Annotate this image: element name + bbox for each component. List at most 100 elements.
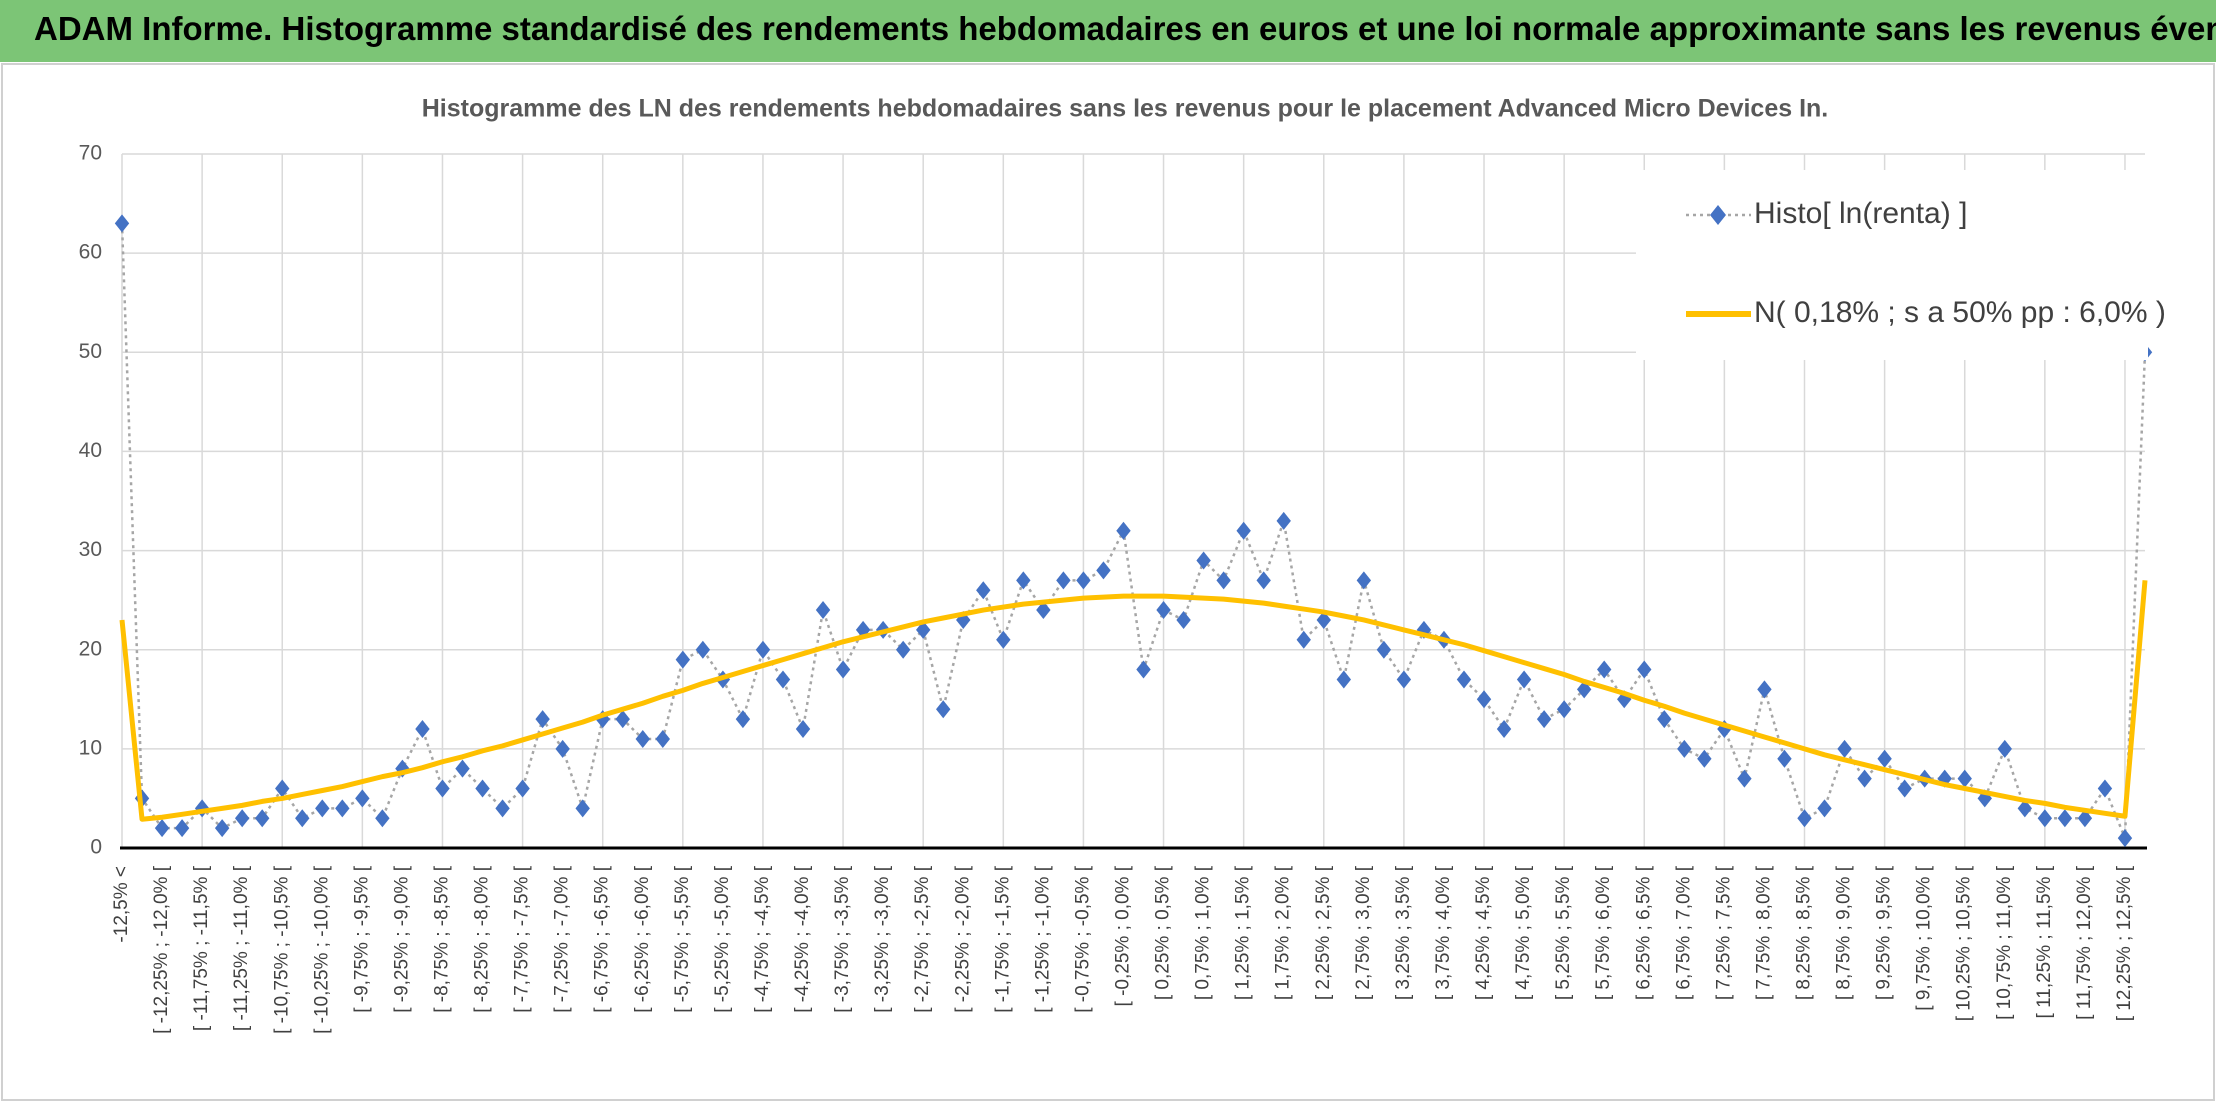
- x-tick-label: [ -8,25% ; -8,0% [: [472, 865, 493, 1013]
- data-point: [1116, 521, 1131, 540]
- chart: Histogramme des LN des rendements hebdom…: [1, 63, 2215, 1101]
- data-point: [2117, 829, 2133, 848]
- x-tick-label: [ 8,25% ; 8,5% [: [1794, 865, 1815, 1000]
- x-tick-label: [ 1,75% ; 2,0% [: [1273, 865, 1294, 1000]
- legend-label: Histo[ ln(renta) ]: [1754, 197, 1967, 230]
- data-point: [295, 809, 310, 828]
- data-point: [255, 809, 270, 828]
- x-tick-label: [ -0,75% ; -0,5% [: [1072, 865, 1093, 1013]
- data-point: [695, 640, 711, 659]
- series-line: [119, 580, 2148, 822]
- legend-label: N( 0,18% ; s a 50% pp : 6,0% ): [1754, 296, 2166, 329]
- y-tick-label: 50: [79, 340, 102, 363]
- x-tick-label: [ 6,75% ; 7,0% [: [1673, 865, 1694, 1000]
- data-point: [1997, 739, 2012, 758]
- x-tick-label: [ -12,25% ; -12,0% [: [151, 865, 172, 1034]
- legend-box: [1636, 170, 2148, 360]
- data-point: [735, 710, 751, 729]
- data-point: [675, 650, 691, 669]
- data-point: [1216, 571, 1231, 590]
- data-point: [615, 710, 630, 729]
- data-point: [1957, 769, 1972, 788]
- x-tick-label: [ 0,75% ; 1,0% [: [1193, 865, 1214, 1000]
- chart-title: Histogramme des LN des rendements hebdom…: [422, 95, 1829, 123]
- data-point: [1797, 809, 1812, 828]
- data-point: [755, 640, 771, 659]
- data-point: [415, 720, 430, 739]
- x-tick-label: [ 2,25% ; 2,5% [: [1313, 865, 1334, 1000]
- data-point: [655, 729, 671, 748]
- x-tick-label: [ -11,75% ; -11,5% [: [191, 865, 212, 1031]
- data-point: [1336, 670, 1352, 689]
- data-point: [1256, 571, 1271, 590]
- data-point: [775, 670, 791, 689]
- x-tick-label: [ -7,25% ; -7,0% [: [552, 865, 573, 1013]
- x-tick-label: [ 5,75% ; 6,0% [: [1593, 865, 1614, 1000]
- data-point: [1276, 511, 1291, 530]
- x-tick-label: [ -1,25% ; -1,0% [: [1032, 865, 1053, 1013]
- x-tick-label: [ 5,25% ; 5,5% [: [1553, 865, 1574, 1000]
- x-tick-label: [ -11,25% ; -11,0% [: [231, 865, 252, 1031]
- x-tick-label: [ 9,75% ; 10,0% [: [1914, 865, 1935, 1010]
- data-point: [635, 729, 650, 748]
- x-tick-label: [ 11,25% ; 11,5% [: [2034, 865, 2055, 1018]
- data-point: [355, 789, 370, 808]
- y-tick-label: 20: [79, 637, 102, 660]
- data-point: [174, 819, 190, 838]
- data-point: [1737, 769, 1752, 788]
- x-tick-label: [ -9,75% ; -9,5% [: [351, 865, 372, 1013]
- data-point: [815, 601, 831, 620]
- data-point: [936, 700, 951, 719]
- data-point: [795, 720, 811, 739]
- x-tick-label: -12,5% <: [111, 866, 132, 943]
- data-point: [1016, 571, 1031, 590]
- data-point: [996, 630, 1011, 649]
- data-point: [1837, 739, 1852, 758]
- data-point: [1877, 749, 1892, 768]
- x-tick-label: [ -3,75% ; -3,5% [: [832, 865, 853, 1013]
- data-point: [575, 799, 590, 818]
- data-point: [1196, 551, 1211, 570]
- x-tick-label: [ 4,25% ; 4,5% [: [1473, 865, 1494, 1000]
- data-point: [1516, 670, 1532, 689]
- data-point: [1236, 521, 1251, 540]
- data-point: [1757, 680, 1772, 699]
- x-tick-label: [ -7,75% ; -7,5% [: [512, 865, 533, 1013]
- data-point: [275, 779, 290, 798]
- x-tick-label: [ -1,75% ; -1,5% [: [992, 865, 1013, 1013]
- data-point: [1677, 739, 1692, 758]
- x-tick-label: [ 9,25% ; 9,5% [: [1874, 865, 1895, 1000]
- x-tick-label: [ 6,25% ; 6,5% [: [1633, 865, 1654, 1000]
- data-point: [1316, 610, 1331, 629]
- x-tick-label: [ 7,25% ; 7,5% [: [1713, 865, 1734, 1000]
- y-tick-label: 40: [79, 439, 102, 462]
- y-tick-label: 0: [90, 836, 102, 859]
- data-point: [435, 779, 450, 798]
- x-tick-label: [ -3,25% ; -3,0% [: [872, 865, 893, 1013]
- y-tick-label: 60: [79, 241, 102, 264]
- y-tick-label: 10: [79, 736, 102, 759]
- data-point: [1596, 660, 1612, 679]
- data-point: [2077, 809, 2093, 828]
- y-tick-label: 70: [79, 142, 102, 165]
- data-point: [1476, 690, 1492, 709]
- data-point: [475, 779, 490, 798]
- x-tick-label: [ -4,75% ; -4,5% [: [752, 865, 773, 1013]
- legend-marker: [1710, 205, 1726, 225]
- x-tick-label: [ 11,75% ; 12,0% [: [2074, 865, 2095, 1020]
- x-tick-label: [ 4,75% ; 5,0% [: [1513, 865, 1534, 1000]
- x-tick-label: [ -2,75% ; -2,5% [: [912, 865, 933, 1013]
- data-point: [2037, 809, 2053, 828]
- data-point: [1777, 749, 1792, 768]
- data-point: [1076, 571, 1091, 590]
- data-point: [214, 819, 230, 838]
- x-tick-label: [ 2,75% ; 3,0% [: [1353, 865, 1374, 1000]
- data-point: [1356, 571, 1372, 590]
- data-point: [234, 809, 250, 828]
- data-point: [315, 799, 330, 818]
- y-tick-label: 30: [79, 538, 102, 561]
- x-tick-label: [ -5,25% ; -5,0% [: [712, 865, 733, 1013]
- data-point: [495, 799, 510, 818]
- data-point: [895, 640, 911, 659]
- header: ADAM Informe. Histogramme standardisé de…: [0, 0, 2216, 62]
